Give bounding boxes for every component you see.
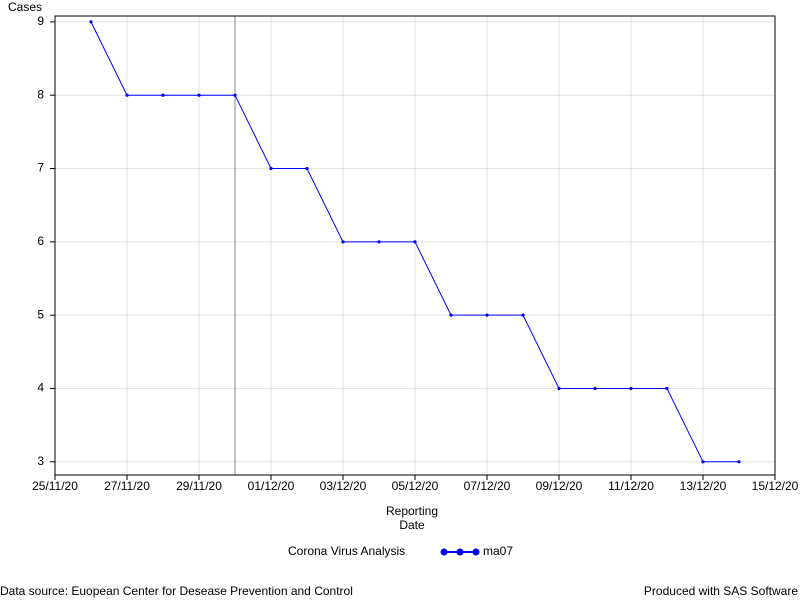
- x-tick-label: 27/11/20: [104, 479, 150, 493]
- point: [593, 386, 597, 391]
- y-tick-label: 9: [37, 14, 44, 28]
- point: [485, 313, 489, 317]
- point: [161, 93, 165, 97]
- point: [629, 386, 633, 391]
- plot-frame: [54, 15, 776, 476]
- x-tick-label: 03/12/20: [320, 479, 367, 493]
- x-tick-label: 13/12/20: [680, 479, 727, 493]
- point: [449, 313, 453, 317]
- y-axis-label: Cases: [8, 0, 42, 14]
- footnote: Produced with SAS Software: [644, 584, 798, 598]
- point: [197, 93, 201, 97]
- x-axis-label: Reporting Date: [385, 504, 439, 532]
- x-tick-label: 09/12/20: [536, 479, 583, 493]
- point: [341, 240, 345, 244]
- point: [737, 460, 741, 464]
- y-tick-label: 4: [37, 381, 44, 395]
- point: [305, 166, 309, 171]
- point: [377, 240, 381, 244]
- point: [413, 240, 417, 244]
- point: [269, 166, 273, 171]
- point: [233, 93, 237, 97]
- y-tick-label: 6: [37, 234, 44, 248]
- point: [701, 460, 705, 464]
- y-tick-label: 8: [37, 87, 44, 101]
- x-tick-label: 29/11/20: [176, 479, 222, 493]
- legend-marker: [440, 548, 448, 556]
- x-tick-label: 07/12/20: [464, 479, 511, 493]
- legend-title: Corona Virus Analysis: [288, 544, 405, 558]
- footnote: Data source: Euopean Center for Desease …: [0, 584, 353, 598]
- legend-marker: [456, 548, 464, 556]
- x-tick-label: 25/11/20: [32, 479, 78, 493]
- point: [89, 20, 93, 24]
- point: [665, 386, 669, 391]
- legend-label: ma07: [483, 544, 513, 558]
- y-tick-label: 5: [37, 307, 44, 321]
- point: [557, 386, 561, 391]
- x-tick-label: 05/12/20: [392, 479, 439, 493]
- point: [125, 93, 129, 97]
- x-tick-label: 15/12/20: [752, 479, 799, 493]
- y-tick-label: 7: [37, 161, 44, 175]
- y-tick-label: 3: [37, 454, 44, 468]
- x-tick-label: 01/12/20: [248, 479, 295, 493]
- point: [521, 313, 525, 317]
- legend-marker: [472, 548, 480, 556]
- x-tick-label: 11/12/20: [608, 479, 654, 493]
